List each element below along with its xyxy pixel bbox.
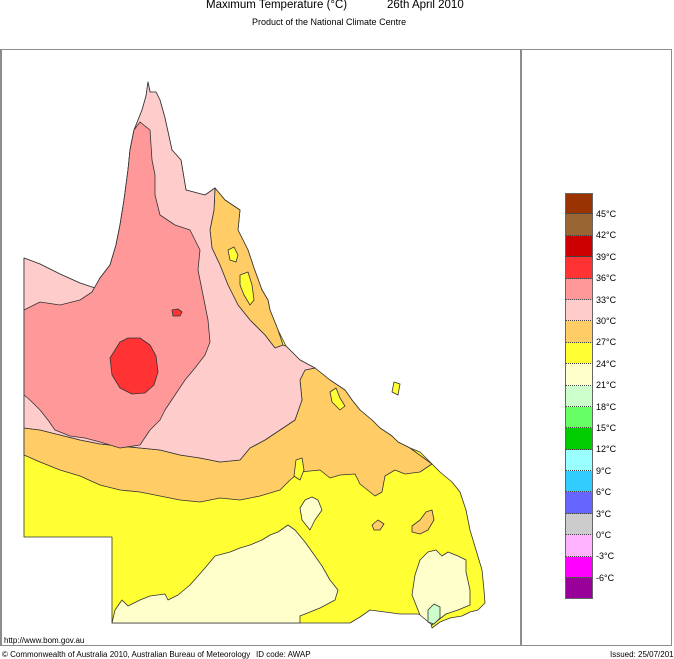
zone-24-27-inland-4 [293,457,305,481]
legend-band [565,364,593,386]
legend-band [565,471,593,493]
legend-band [565,406,593,429]
legend-tick: 6°C [596,487,612,497]
legend-band [565,214,593,236]
legend-tick: -3°C [596,551,615,561]
legend-tick: 3°C [596,509,612,519]
legend-band [565,513,593,536]
map-title: Maximum Temperature (°C) 26th April 2010 [0,0,674,14]
source-url[interactable]: http://www.bom.gov.au [4,636,85,645]
zone-21-24-southwest [111,524,339,624]
legend-band [565,278,593,300]
copyright: © Commonwealth of Australia 2010, Austra… [2,650,251,659]
color-legend [565,193,593,600]
id-code: ID code: AWAP [256,650,311,659]
legend-tick: 27°C [596,337,617,347]
legend-band [565,257,593,279]
title-variable: Maximum Temperature (°C) [206,0,348,11]
zone-21-24-central [299,496,323,531]
legend-tick: 15°C [596,423,617,433]
zone-18-21 [427,603,441,625]
legend-band [565,578,593,600]
legend-tick: 30°C [596,316,617,326]
legend-band [565,321,593,343]
legend-band [565,235,593,258]
zone-33-36 [23,121,211,449]
zone-27-30-inland-1 [411,509,435,535]
zone-24-27-inland-1 [239,271,255,306]
legend-tick: 39°C [596,252,617,262]
zone-36-39-small [171,308,183,317]
zone-24-27-inland-2 [227,246,239,263]
legend-tick: 12°C [596,444,617,454]
legend-tick: 18°C [596,402,617,412]
legend-band [565,492,593,514]
legend-band [565,556,593,579]
zone-21-24-southeast [411,549,471,626]
legend-tick: 21°C [596,380,617,390]
legend-tick: 45°C [596,209,617,219]
legend-tick: 42°C [596,230,617,240]
zone-24-27-inland-5 [391,381,401,396]
legend-tick: 36°C [596,273,617,283]
legend-tick: -6°C [596,573,615,583]
legend-band [565,428,593,450]
legend-tick: 9°C [596,466,612,476]
legend-band [565,299,593,322]
legend-tick: 0°C [596,530,612,540]
legend-band [565,385,593,407]
title-date: 26th April 2010 [387,0,464,11]
legend-band [565,449,593,472]
legend-band [565,342,593,365]
issued-date: Issued: 25/07/2010 [610,650,674,659]
zone-27-30-inland-2 [371,519,385,531]
legend-tick: 33°C [596,295,617,305]
legend-tick: 24°C [596,359,617,369]
zone-36-39 [109,337,159,395]
legend-band [565,535,593,557]
legend-band [565,193,593,215]
map-frame [0,49,672,646]
legend-divider [520,49,522,646]
zone-24-27-inland-3 [329,387,346,411]
subtitle: Product of the National Climate Centre [252,17,407,27]
